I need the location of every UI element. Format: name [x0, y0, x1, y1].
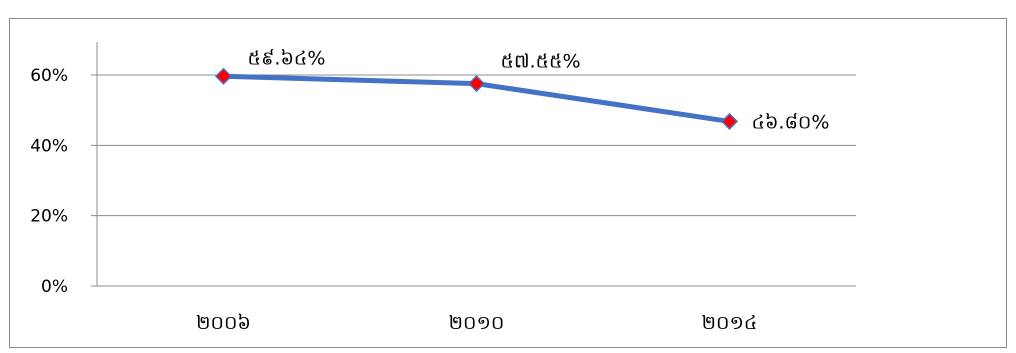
- y-tick-label: 60%: [30, 66, 68, 86]
- gridlines: [91, 74, 856, 287]
- data-marker: [720, 112, 739, 130]
- y-tick-labels: 0% 20% 40% 60%: [30, 66, 68, 297]
- x-tick-label: ២០១០: [449, 312, 505, 334]
- x-tick-label: ២០០៦: [196, 312, 251, 334]
- data-markers: [214, 67, 739, 130]
- data-label: ៥៧.៥៥%: [501, 51, 581, 73]
- data-label: ៥៩.៦៤%: [248, 47, 326, 69]
- data-marker: [214, 67, 233, 85]
- y-tick-label: 40%: [30, 136, 68, 156]
- top-strip: [0, 0, 1016, 18]
- y-tick-label: 0%: [41, 277, 68, 297]
- x-tick-label: ២០១៤: [702, 312, 758, 334]
- data-labels: ៥៩.៦៤% ៥៧.៥៥% ៤៦.៨០%: [248, 47, 830, 133]
- data-marker: [467, 75, 486, 93]
- data-label: ៤៦.៨០%: [752, 111, 830, 133]
- chart-frame: [9, 18, 1007, 348]
- x-category-labels: ២០០៦ ២០១០ ២០១៤: [196, 312, 757, 334]
- y-tick-label: 20%: [30, 207, 68, 227]
